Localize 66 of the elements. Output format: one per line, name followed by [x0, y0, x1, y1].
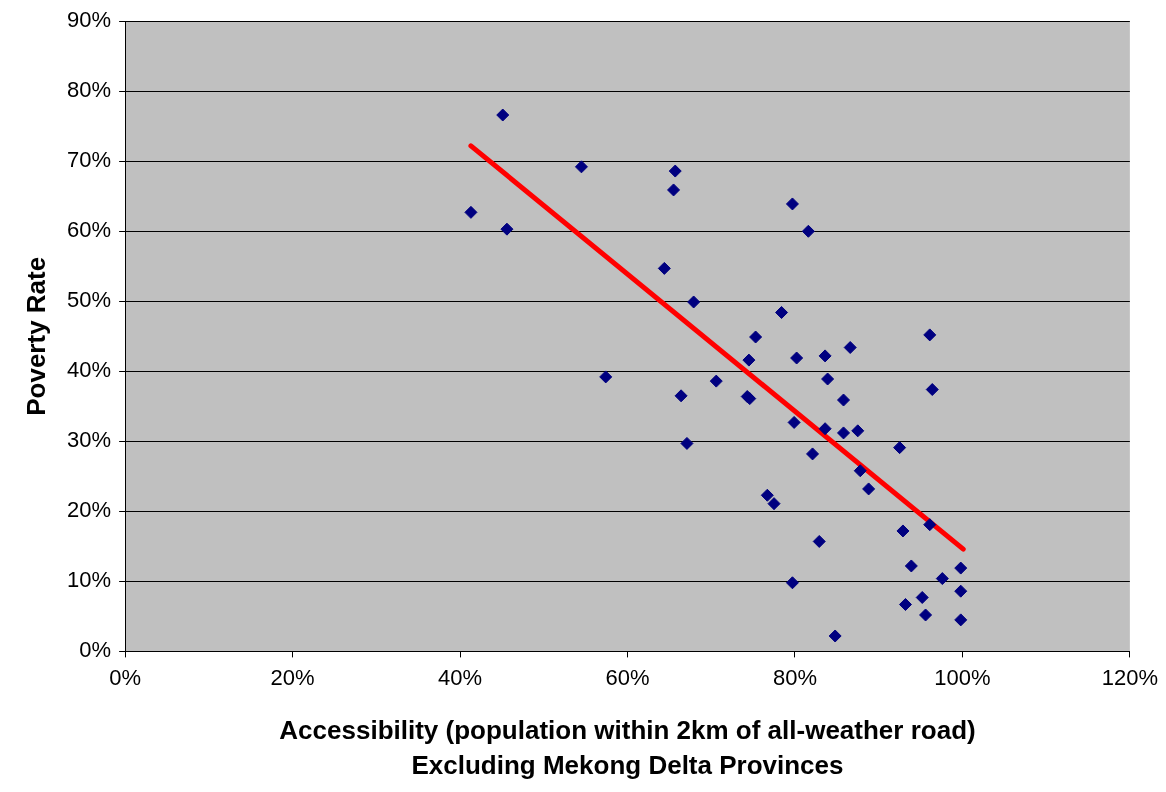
point: [862, 482, 876, 496]
point: [785, 197, 799, 211]
point: [496, 108, 510, 122]
point: [464, 205, 478, 219]
point: [893, 441, 907, 455]
y-tick-label: 60%: [67, 217, 112, 243]
point: [896, 524, 910, 538]
point: [599, 370, 613, 384]
x-tick-label: 40%: [438, 664, 483, 690]
point: [954, 613, 968, 627]
point: [785, 576, 799, 590]
y-tick-label: 20%: [67, 497, 112, 523]
point: [687, 295, 701, 309]
point: [818, 422, 832, 436]
x-tick-label: 0%: [109, 664, 142, 690]
point: [954, 584, 968, 598]
x-tick-label: 60%: [605, 664, 650, 690]
point: [837, 426, 851, 440]
point: [680, 436, 694, 450]
point: [790, 351, 804, 365]
x-tick-label: 80%: [772, 664, 817, 690]
point: [853, 464, 867, 478]
point: [574, 160, 588, 174]
y-tick-label: 10%: [67, 567, 112, 593]
point: [898, 597, 912, 611]
y-tick-label: 40%: [67, 357, 112, 383]
point: [812, 534, 826, 548]
point: [787, 415, 801, 429]
point: [954, 561, 968, 575]
y-tick-label: 90%: [67, 7, 112, 33]
point: [935, 572, 949, 586]
point: [674, 389, 688, 403]
point: [742, 353, 756, 367]
x-tick-label: 100%: [934, 664, 991, 690]
y-axis-title: Poverty Rate: [20, 256, 51, 416]
point: [657, 261, 671, 275]
y-tick-label: 80%: [67, 77, 112, 103]
point: [923, 328, 937, 342]
point: [806, 447, 820, 461]
x-tick-label: 120%: [1101, 664, 1159, 690]
point: [775, 305, 789, 319]
point: [500, 222, 514, 236]
x-axis-title: Accessibility (population within 2km of all-weather road) Excluding Mekong Delta Provinces: [279, 714, 976, 780]
point: [801, 224, 815, 238]
x-tick-label: 20%: [270, 664, 315, 690]
point: [828, 629, 842, 643]
point: [668, 164, 682, 178]
point: [925, 383, 939, 397]
point: [923, 518, 937, 532]
point: [767, 497, 781, 511]
point: [837, 393, 851, 407]
point: [760, 488, 774, 502]
point: [919, 608, 933, 622]
point: [667, 183, 681, 197]
point: [818, 349, 832, 363]
y-tick-label: 0%: [79, 637, 112, 663]
y-tick-label: 30%: [67, 427, 112, 453]
y-tick-label: 70%: [67, 147, 112, 173]
point: [821, 372, 835, 386]
point: [843, 341, 857, 354]
y-tick-label: 50%: [67, 287, 112, 313]
point: [915, 590, 929, 604]
point: [851, 424, 865, 438]
point: [709, 374, 723, 388]
point: [749, 330, 763, 344]
point: [904, 559, 918, 573]
